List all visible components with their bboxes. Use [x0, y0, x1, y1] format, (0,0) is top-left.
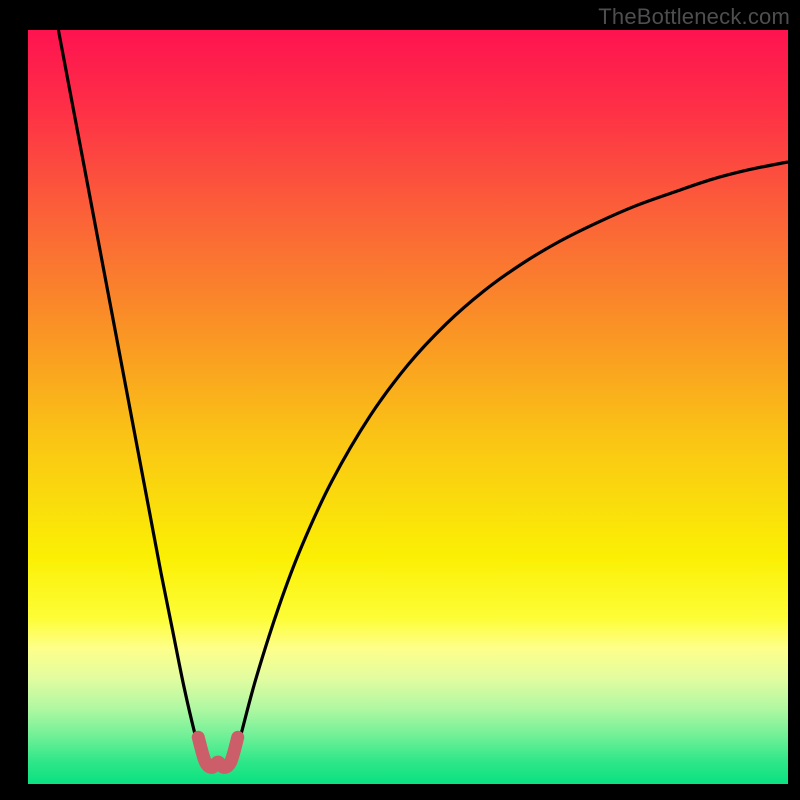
watermark-text: TheBottleneck.com	[598, 4, 790, 30]
bottleneck-curve	[58, 30, 788, 770]
plot-area	[28, 30, 788, 784]
curve-layer	[28, 30, 788, 784]
outer-frame: TheBottleneck.com	[0, 0, 800, 800]
optimal-marker	[198, 737, 238, 767]
